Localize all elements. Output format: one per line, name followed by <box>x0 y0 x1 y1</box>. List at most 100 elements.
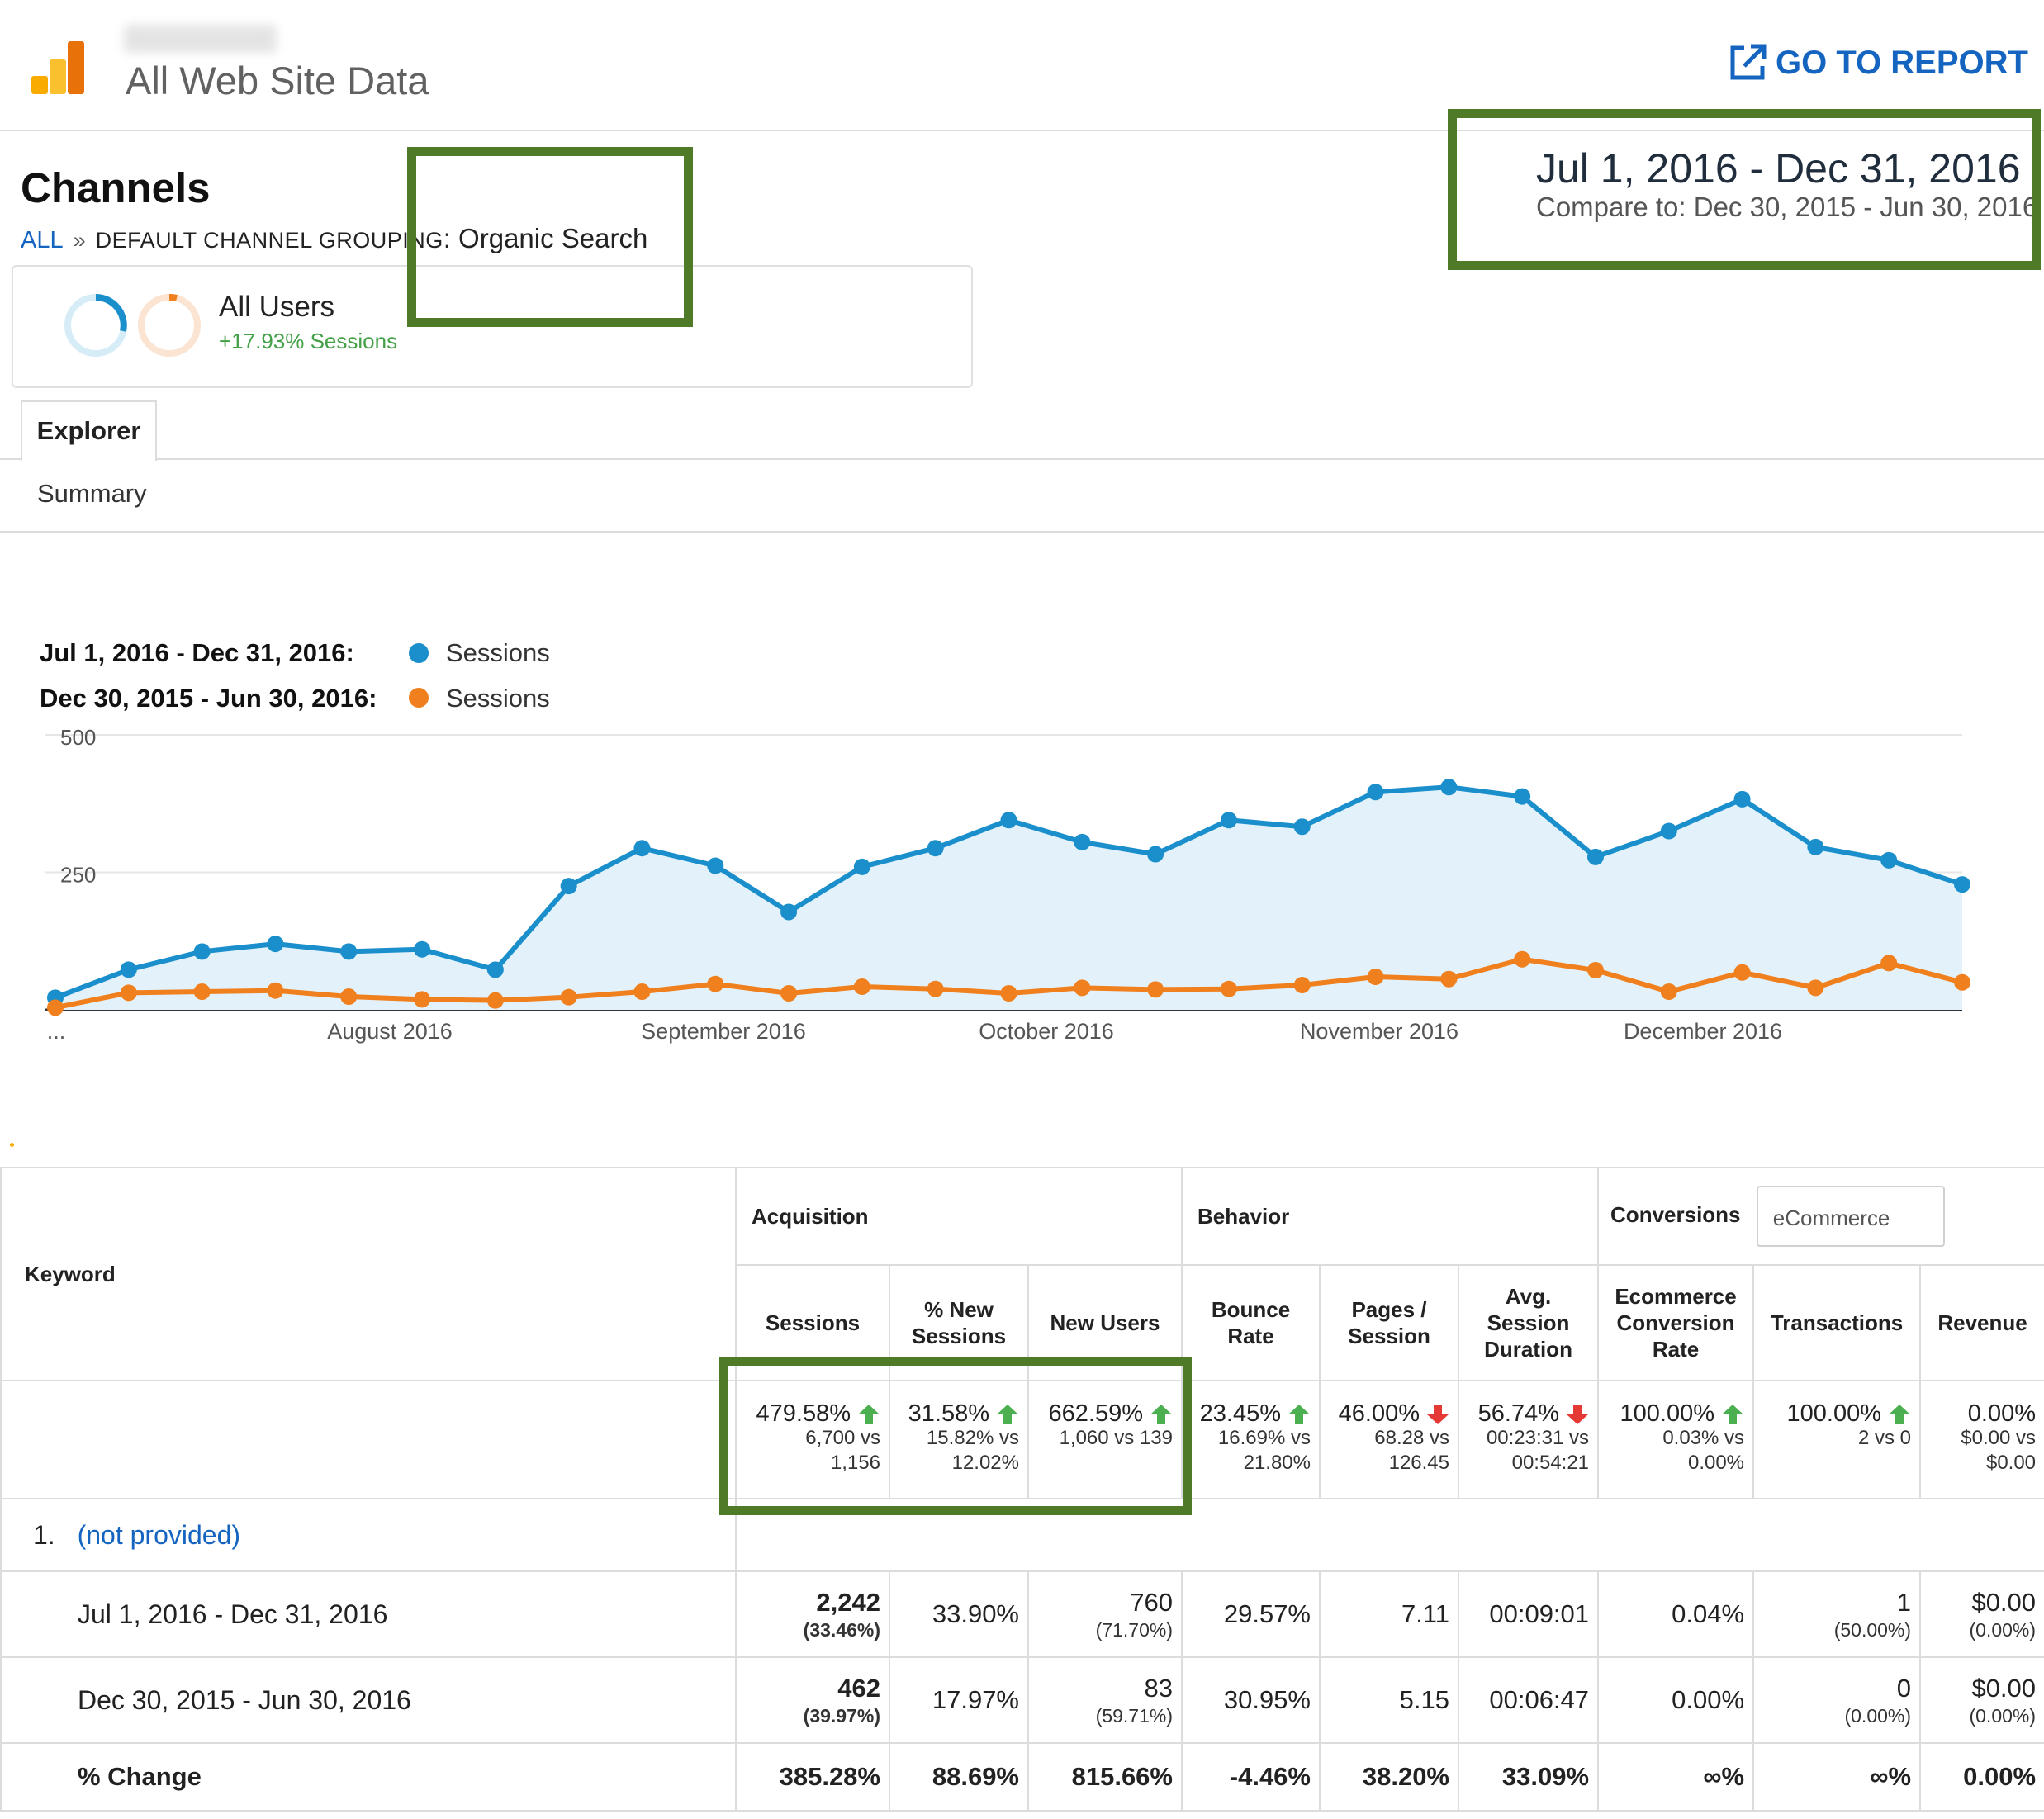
previous-series-point[interactable] <box>633 983 651 1001</box>
current-series-point[interactable] <box>707 857 724 874</box>
metric-cell: 7.11 <box>1319 1570 1459 1658</box>
previous-series-point[interactable] <box>1440 970 1458 988</box>
previous-series-point[interactable] <box>193 983 211 1001</box>
current-series-point[interactable] <box>1660 822 1677 840</box>
segment-card[interactable] <box>12 265 973 388</box>
current-series-point[interactable] <box>1514 788 1531 805</box>
metric-value: $0.00 <box>1971 1587 2037 1617</box>
legend-previous-label[interactable]: Sessions <box>446 684 550 713</box>
current-series-point[interactable] <box>633 840 651 857</box>
metric-share: (39.97%) <box>803 1704 880 1727</box>
subtab-summary[interactable]: Summary <box>37 479 147 508</box>
current-series-point[interactable] <box>927 840 944 857</box>
current-series-point[interactable] <box>853 858 870 875</box>
current-series-point[interactable] <box>1440 779 1458 796</box>
previous-series-point[interactable] <box>1514 950 1531 968</box>
previous-series-point[interactable] <box>47 999 64 1016</box>
previous-series-point[interactable] <box>853 978 870 996</box>
metric-header[interactable]: Pages / Session <box>1319 1264 1459 1381</box>
previous-series-point[interactable] <box>1000 985 1017 1002</box>
current-series-point[interactable] <box>1367 784 1384 801</box>
current-series-point[interactable] <box>1880 851 1898 869</box>
legend-previous-range: Dec 30, 2015 - Jun 30, 2016: <box>40 684 377 713</box>
metric-share: (71.70%) <box>1095 1618 1173 1641</box>
metric-header[interactable]: Ecommerce Conversion Rate <box>1597 1264 1755 1381</box>
previous-series-point[interactable] <box>267 982 284 999</box>
metric-header[interactable]: % New Sessions <box>889 1264 1029 1381</box>
x-tick-label: September 2016 <box>641 1019 806 1044</box>
metric-cell: 29.57% <box>1181 1570 1321 1658</box>
current-series-point[interactable] <box>1586 848 1604 865</box>
current-series-point[interactable] <box>120 961 137 978</box>
summary-percent-row: 56.74% <box>1468 1401 1589 1426</box>
current-series-point[interactable] <box>1074 833 1091 850</box>
previous-series-point[interactable] <box>1367 969 1384 986</box>
previous-series-point[interactable] <box>560 988 577 1006</box>
current-series-point[interactable] <box>414 940 431 958</box>
previous-series-point[interactable] <box>120 984 137 1002</box>
previous-series-point[interactable] <box>1220 980 1237 997</box>
previous-series-point[interactable] <box>1147 981 1164 998</box>
metric-header[interactable]: Avg. Session Duration <box>1457 1264 1600 1381</box>
summary-compare-line: 1,156 <box>830 1452 880 1474</box>
go-to-report-button[interactable]: GO TO REPORT <box>1726 41 2028 84</box>
previous-series-point[interactable] <box>927 980 944 997</box>
metric-value: 30.95% <box>1223 1685 1311 1714</box>
change-cell: 88.69% <box>889 1742 1029 1812</box>
previous-series-point[interactable] <box>1660 983 1677 1001</box>
previous-series-point[interactable] <box>1733 964 1751 981</box>
analytics-logo <box>31 41 84 94</box>
previous-series-point[interactable] <box>1954 973 1970 991</box>
metric-header[interactable]: Sessions <box>735 1264 890 1381</box>
previous-series-point[interactable] <box>486 992 504 1009</box>
summary-compare-line: 126.45 <box>1388 1452 1449 1474</box>
previous-series-point[interactable] <box>414 991 431 1008</box>
metric-value: 5.15 <box>1399 1685 1449 1714</box>
previous-series-point[interactable] <box>1074 979 1091 997</box>
metric-cell: 30.95% <box>1181 1656 1321 1744</box>
current-series-point[interactable] <box>486 961 504 978</box>
current-series-point[interactable] <box>1000 812 1017 829</box>
summary-percent-row: 100.00% <box>1762 1401 1911 1426</box>
current-series-point[interactable] <box>1954 876 1970 893</box>
current-series-point[interactable] <box>1147 846 1164 863</box>
previous-series-point[interactable] <box>1293 977 1311 994</box>
current-series-area <box>55 787 1962 1010</box>
current-series-point[interactable] <box>560 878 577 895</box>
previous-series-point[interactable] <box>780 985 798 1002</box>
previous-series-point[interactable] <box>1880 955 1898 972</box>
keyword-header[interactable]: Keyword <box>0 1167 737 1381</box>
current-series-point[interactable] <box>1220 812 1237 829</box>
tab-explorer[interactable]: Explorer <box>21 400 157 461</box>
change-cell: 33.09% <box>1457 1742 1600 1812</box>
previous-series-point[interactable] <box>1807 979 1824 997</box>
conversions-goal-select[interactable]: eCommerce <box>1756 1186 1945 1247</box>
previous-series-point[interactable] <box>707 975 724 992</box>
previous-series-point[interactable] <box>340 988 358 1006</box>
current-series-point[interactable] <box>1733 790 1751 808</box>
current-series-point[interactable] <box>193 943 211 960</box>
metric-cell: 00:06:47 <box>1457 1656 1600 1744</box>
breadcrumb-all-link[interactable]: ALL <box>21 227 64 253</box>
property-name[interactable]: All Web Site Data <box>126 59 429 102</box>
metric-header[interactable]: Revenue <box>1919 1264 2044 1381</box>
legend-current-label[interactable]: Sessions <box>446 638 550 667</box>
metric-header[interactable]: New Users <box>1027 1264 1183 1381</box>
metric-header[interactable]: Bounce Rate <box>1181 1264 1321 1381</box>
summary-percent: 100.00% <box>1786 1400 1882 1427</box>
metric-value: 00:06:47 <box>1489 1685 1590 1714</box>
sessions-line-chart[interactable]: 500 250... August 2016 September 2016 Octobe… <box>0 727 2044 1057</box>
segment-change: +17.93% Sessions <box>219 329 398 353</box>
current-series-point[interactable] <box>1807 838 1824 855</box>
date-range-compare[interactable]: Compare to: Dec 30, 2015 - Jun 30, 2016 <box>1536 192 2038 222</box>
metric-value: 462 <box>837 1673 880 1703</box>
date-range-main[interactable]: Jul 1, 2016 - Dec 31, 2016 <box>1536 145 2021 192</box>
previous-series-point[interactable] <box>1586 962 1604 979</box>
current-series-point[interactable] <box>267 936 284 953</box>
current-series-point[interactable] <box>780 903 798 921</box>
current-series-point[interactable] <box>1293 818 1311 836</box>
row-1-keyword-link[interactable]: (not provided) <box>77 1519 241 1550</box>
metric-header[interactable]: Transactions <box>1752 1264 1922 1381</box>
summary-compare-line: $0.00 <box>1985 1452 2037 1474</box>
current-series-point[interactable] <box>340 943 358 960</box>
